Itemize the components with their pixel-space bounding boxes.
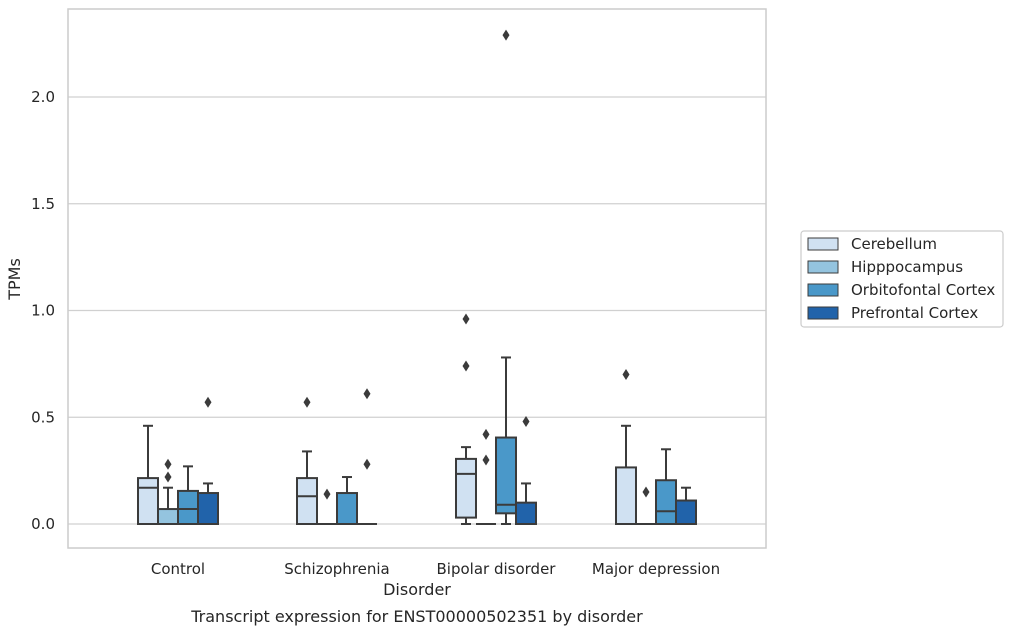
legend-label: Hipppocampus — [851, 258, 963, 276]
box-body — [515, 501, 537, 525]
box-prefrontal-cortex — [675, 486, 697, 526]
outlier-point — [462, 313, 470, 325]
box-body — [157, 508, 179, 525]
box-hipppocampus — [317, 488, 337, 525]
legend-swatch — [807, 237, 839, 251]
x-axis-ticks: Control Schizophrenia Bipolar disorder Majo… — [151, 560, 720, 578]
box-body — [495, 436, 517, 515]
box-orbitofontal-cortex — [655, 448, 677, 526]
outlier-point — [622, 369, 630, 381]
box-body — [655, 479, 677, 526]
y-axis-ticks: 0.0 0.5 1.0 1.5 2.0 — [31, 88, 55, 533]
outlier-point — [482, 428, 490, 440]
legend-label: Prefrontal Cortex — [851, 304, 978, 322]
outlier-point — [522, 416, 530, 428]
y-tick-label: 1.0 — [31, 302, 55, 320]
outlier-point — [323, 488, 331, 500]
box-body — [336, 492, 358, 526]
y-tick-label: 0.5 — [31, 408, 55, 426]
outlier-point — [502, 29, 510, 41]
x-tick-label: Control — [151, 560, 205, 578]
box-body — [675, 499, 697, 526]
box-prefrontal-cortex — [197, 396, 219, 526]
outlier-point — [462, 360, 470, 372]
legend-label: Orbitofontal Cortex — [851, 281, 995, 299]
outlier-point — [164, 458, 172, 470]
box-hipppocampus — [636, 486, 656, 525]
legend: Cerebellum Hipppocampus Orbitofontal Corte… — [800, 230, 1004, 328]
box-cerebellum — [296, 396, 318, 526]
y-tick-label: 1.5 — [31, 195, 55, 213]
outlier-point — [204, 396, 212, 408]
box-hipppocampus — [476, 428, 496, 525]
y-tick-label: 0.0 — [31, 515, 55, 533]
box-orbitofontal-cortex — [495, 29, 517, 525]
box-cerebellum — [615, 369, 637, 525]
legend-label: Cerebellum — [851, 235, 937, 253]
legend-frame — [800, 230, 1004, 328]
x-tick-label: Schizophrenia — [284, 560, 389, 578]
box-body — [615, 466, 637, 525]
x-tick-label: Bipolar disorder — [437, 560, 557, 578]
outlier-point — [363, 388, 371, 400]
legend-swatch — [807, 283, 839, 297]
chart-caption: Transcript expression for ENST0000050235… — [190, 607, 643, 626]
box-orbitofontal-cortex — [336, 476, 358, 526]
outlier-point — [363, 458, 371, 470]
outlier-point — [164, 471, 172, 483]
outlier-point — [482, 454, 490, 466]
box-prefrontal-cortex — [357, 388, 377, 525]
legend-swatch — [807, 306, 839, 320]
box-body — [296, 477, 318, 526]
outlier-point — [303, 396, 311, 408]
box-groups — [137, 29, 697, 526]
box-cerebellum — [455, 313, 477, 525]
y-axis-title: TPMs — [5, 258, 24, 301]
box-body — [177, 489, 199, 525]
outlier-point — [642, 486, 650, 498]
x-tick-label: Major depression — [592, 560, 720, 578]
box-body — [137, 477, 159, 526]
box-body — [197, 492, 219, 526]
box-prefrontal-cortex — [515, 416, 537, 525]
x-axis-title: Disorder — [383, 580, 451, 599]
y-tick-label: 2.0 — [31, 88, 55, 106]
box-cerebellum — [137, 424, 159, 526]
box-body — [455, 457, 477, 519]
legend-swatch — [807, 260, 839, 274]
plot-frame — [67, 8, 767, 549]
